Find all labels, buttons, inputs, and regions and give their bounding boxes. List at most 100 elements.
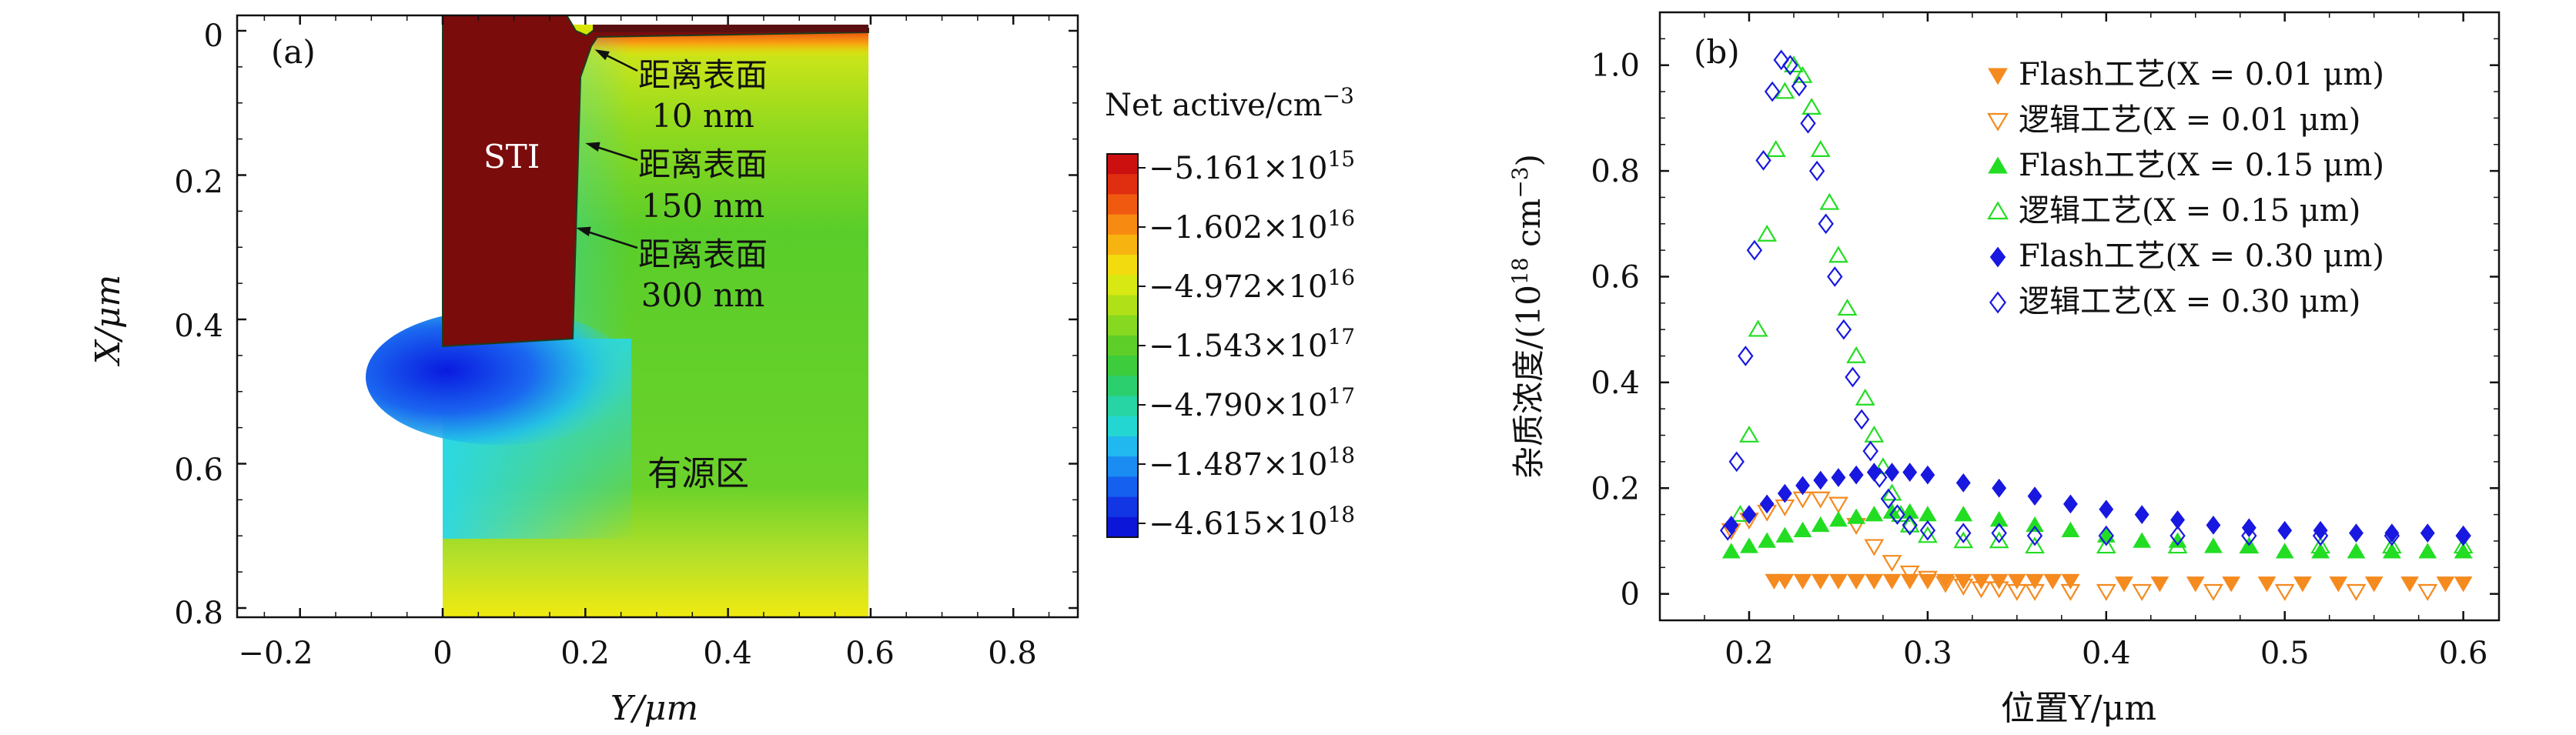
data-point — [1741, 505, 1757, 524]
ytick-label-b: 0 — [1621, 577, 1640, 613]
data-point — [2096, 583, 2116, 601]
data-point — [2133, 532, 2152, 548]
colorbar-bands — [1107, 154, 1138, 538]
xtick-labels-b: 0.2 0.3 0.4 0.5 0.6 — [1725, 636, 2487, 671]
colorbar-band — [1107, 255, 1138, 276]
data-point — [1813, 470, 1828, 490]
ytick-label-b: 0.2 — [1591, 471, 1640, 506]
xtick-label-b: 0.4 — [2082, 636, 2131, 671]
colorbar-band — [1107, 436, 1138, 457]
axes-a-frame — [236, 14, 1079, 619]
data-point — [1800, 112, 1816, 134]
annotation-line1: 距离表面 — [638, 236, 768, 273]
data-point — [1935, 576, 1955, 593]
data-point — [1757, 224, 1778, 242]
colorbar-labels: −5.161×1015 −1.602×1016 −4.972×1016 −1.5… — [1149, 146, 1355, 543]
data-point — [1837, 299, 1858, 316]
data-point — [1810, 491, 1831, 509]
data-point — [2364, 576, 2384, 593]
data-point — [1831, 468, 1846, 487]
data-point — [2277, 520, 2293, 540]
data-point — [2310, 536, 2331, 554]
ytick-label-b: 0.6 — [1591, 259, 1640, 295]
data-point — [1793, 573, 1812, 590]
data-point — [1782, 55, 1798, 76]
data-point — [1719, 520, 1736, 541]
series-1 — [1765, 573, 2473, 593]
data-point — [1845, 366, 1861, 388]
annotation-line2: 300 nm — [641, 276, 764, 314]
data-point — [1758, 532, 1777, 548]
ytick-label: 0.6 — [174, 453, 223, 488]
data-point — [1954, 573, 1973, 590]
data-point — [2349, 523, 2364, 543]
data-point — [1846, 346, 1867, 363]
data-point — [1953, 578, 1974, 596]
colorbar-band — [1107, 416, 1138, 437]
data-point — [2420, 523, 2435, 543]
ytick-label-b: 1.0 — [1591, 48, 1640, 84]
annotation-line1: 距离表面 — [638, 56, 768, 94]
data-point — [2382, 543, 2401, 559]
data-point — [1882, 555, 1902, 573]
colorbar-label: −4.972×1016 — [1149, 265, 1355, 306]
data-point — [1848, 465, 1864, 485]
data-point — [2312, 525, 2329, 546]
colorbar-band — [1107, 456, 1138, 477]
series-3 — [1721, 503, 2473, 559]
xtick-label: 0.8 — [988, 636, 1037, 671]
legend-label: 逻辑工艺(X = 0.30 μm) — [2019, 284, 2360, 319]
data-point — [1828, 496, 1848, 514]
data-point — [1899, 515, 1920, 533]
data-point — [1953, 531, 1974, 549]
ytick-label-b: 0.8 — [1591, 154, 1640, 189]
ytick-labels-b: 0 0.2 0.4 0.6 0.8 1.0 — [1591, 48, 1640, 613]
data-point — [1955, 523, 1972, 544]
data-point — [2274, 583, 2295, 601]
data-point — [1721, 543, 1741, 559]
colorbar-band — [1107, 234, 1138, 256]
panel-label-a: (a) — [271, 33, 316, 71]
data-point — [2453, 536, 2474, 554]
legend-marker — [1987, 112, 2009, 132]
data-point — [2384, 525, 2400, 546]
x-axis-label-a: Y/μm — [611, 689, 698, 728]
data-point — [2329, 576, 2348, 593]
data-point — [1811, 516, 1830, 533]
data-point — [2454, 543, 2473, 559]
ytick-label: 0.2 — [174, 165, 223, 200]
legend-marker — [1988, 68, 2008, 85]
data-point — [1919, 520, 1936, 541]
colorbar-band — [1107, 275, 1138, 296]
data-point — [2346, 583, 2367, 601]
data-point — [2096, 536, 2116, 554]
data-point — [1971, 581, 1992, 599]
data-point — [2170, 510, 2185, 530]
scatter-series — [1719, 49, 2474, 601]
ytick-label: 0 — [204, 18, 223, 54]
data-point — [1739, 425, 1759, 443]
data-point — [2418, 543, 2437, 559]
data-point — [2132, 583, 2153, 601]
ytick-label: 0.4 — [174, 309, 223, 344]
data-point — [2170, 525, 2186, 546]
data-point — [2257, 576, 2277, 593]
data-point — [1728, 451, 1745, 473]
data-point — [1829, 573, 1848, 590]
data-point — [1989, 531, 2009, 549]
data-point — [1954, 506, 1973, 522]
panel-b: 0.2 0.3 0.4 0.5 0.6 0 0.2 0.4 0.6 0.8 1.0 (b) 位置Y… — [1507, 11, 2501, 728]
data-point — [2043, 573, 2062, 590]
data-point — [2186, 576, 2205, 593]
data-point — [2061, 573, 2080, 590]
data-point — [1775, 82, 1795, 99]
colorbar-band — [1107, 315, 1138, 336]
data-point — [1992, 478, 2007, 498]
series-2 — [1721, 491, 2438, 601]
data-point — [1862, 440, 1878, 462]
data-point — [1902, 463, 1918, 483]
annotation-line2: 10 nm — [651, 97, 754, 135]
colorbar-band — [1107, 516, 1138, 538]
data-point — [1808, 160, 1825, 182]
legend-label: Flash工艺(X = 0.15 μm) — [2019, 148, 2384, 183]
